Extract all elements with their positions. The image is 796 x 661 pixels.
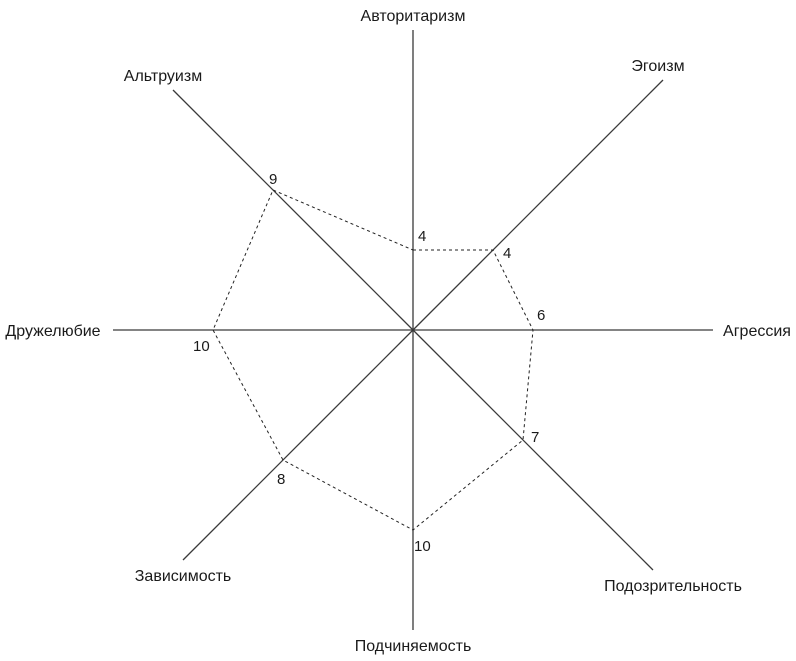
axis-label-druzhelyubie: Дружелюбие xyxy=(5,323,100,340)
axis-line-altruizm xyxy=(172,89,414,331)
value-label-zavisimost: 8 xyxy=(277,471,285,488)
value-label-altruizm: 9 xyxy=(269,171,277,188)
axis-line-podozritelnost xyxy=(412,329,654,571)
axis-label-avtoritarizm: Авторитаризм xyxy=(361,8,466,25)
value-label-podozritelnost: 7 xyxy=(531,429,539,446)
axis-label-zavisimost: Зависимость xyxy=(135,568,232,585)
value-polygon xyxy=(212,189,534,531)
value-label-avtoritarizm: 4 xyxy=(418,228,426,245)
value-label-egoizm: 4 xyxy=(503,245,511,262)
value-label-agressiya: 6 xyxy=(537,307,545,324)
axis-label-podchinyaemost: Подчиняемость xyxy=(355,638,472,655)
axis-label-egoizm: Эгоизм xyxy=(631,58,684,75)
axis-label-podozritelnost: Подозрительность xyxy=(604,578,742,595)
value-label-druzhelyubie: 10 xyxy=(193,338,210,355)
axis-label-altruizm: Альтруизм xyxy=(124,68,202,85)
value-label-podchinyaemost: 10 xyxy=(414,538,431,555)
axis-line-egoizm xyxy=(412,79,664,331)
axis-line-zavisimost xyxy=(182,329,414,561)
axis-label-agressiya: Агрессия xyxy=(723,323,791,340)
